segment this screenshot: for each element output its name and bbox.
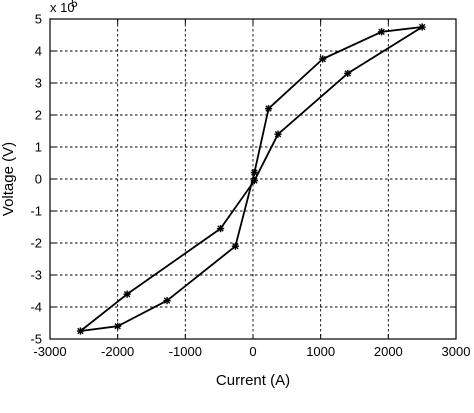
data-point-marker [264, 105, 273, 113]
y-tick-label: 2 [35, 108, 42, 123]
y-tick-label: -3 [30, 268, 42, 283]
series-layer [76, 23, 426, 335]
data-point-marker [319, 55, 327, 63]
y-tick-label: -4 [30, 300, 42, 315]
data-point-marker [163, 297, 171, 305]
y-tick-label: 3 [35, 76, 42, 91]
x-tick-label: 3000 [442, 344, 471, 359]
tick-labels: -3000 -2000 -1000 0 1000 2000 3000 -5 -4 -3 -2 -1 0 1… [30, 12, 470, 360]
x-tick-label: 1000 [306, 344, 335, 359]
data-point-marker [418, 23, 426, 31]
y-tick-label: -5 [30, 332, 42, 347]
x-tick-label: -2000 [101, 344, 134, 359]
data-point-marker [76, 327, 85, 335]
data-point-marker [377, 28, 386, 36]
x-axis-title: Current (A) [216, 372, 290, 389]
y-exponent-power: 5 [71, 0, 78, 10]
data-point-marker [274, 130, 282, 138]
y-exponent-prefix: x 10 [50, 0, 75, 15]
y-tick-label: 0 [35, 172, 42, 187]
x-tick-label: 0 [249, 344, 256, 359]
plot-frame [49, 18, 457, 340]
y-tick-label: 4 [35, 44, 42, 59]
data-point-marker [250, 169, 258, 177]
data-point-marker [344, 69, 352, 77]
data-point-marker [114, 322, 122, 330]
y-tick-label: 1 [35, 140, 42, 155]
data-point-marker [123, 290, 131, 298]
y-tick-label: -2 [30, 236, 42, 251]
data-point-marker [231, 242, 240, 250]
y-axis-title: Voltage (V) [0, 142, 17, 216]
y-tick-label: 5 [35, 12, 42, 27]
x-tick-label: -1000 [169, 344, 202, 359]
x-tick-label: -3000 [33, 344, 66, 359]
data-point-marker [216, 225, 225, 233]
x-tick-label: 2000 [374, 344, 403, 359]
y-tick-label: -1 [30, 204, 42, 219]
data-point-marker [250, 177, 258, 185]
